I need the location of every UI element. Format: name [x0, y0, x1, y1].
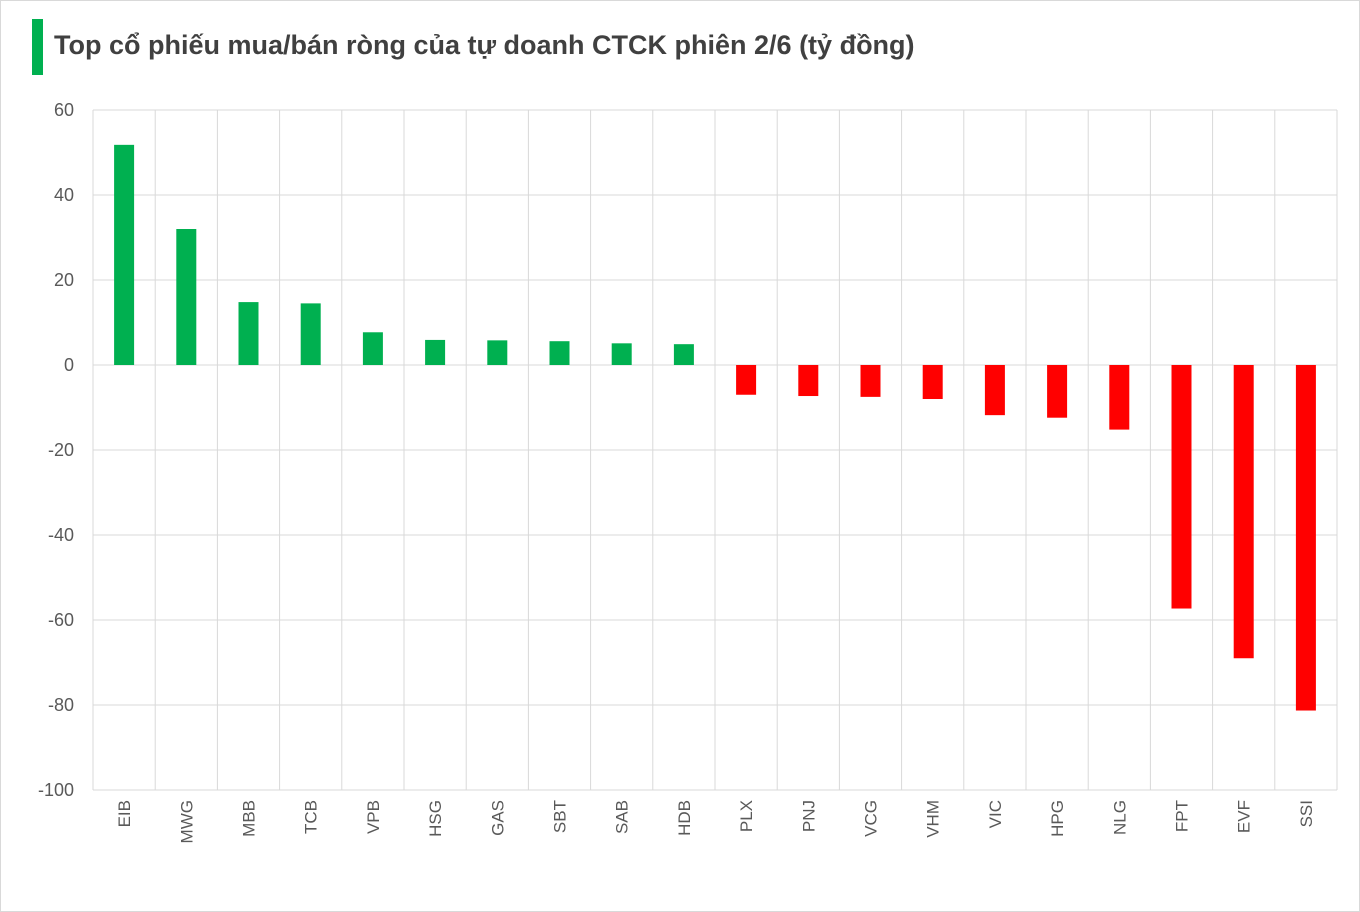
bar-eib — [114, 144, 135, 365]
x-tick-label: EIB — [115, 800, 134, 827]
x-tick-label: VHM — [924, 800, 943, 838]
bar-hdb — [673, 344, 694, 365]
bar-vpb — [362, 332, 383, 365]
x-tick-label: TCB — [302, 800, 321, 834]
bar-nlg — [1109, 365, 1130, 430]
bar-gas — [487, 340, 508, 365]
bar-pnj — [798, 365, 819, 397]
y-tick-label: -40 — [48, 525, 74, 545]
x-tick-label: PLX — [737, 800, 756, 832]
bar-fpt — [1171, 365, 1192, 609]
x-tick-label: HSG — [426, 800, 445, 837]
y-axis-ticks: 60 40 20 0 -20 -40 -60 -80 -100 — [38, 100, 74, 800]
x-tick-label: PNJ — [799, 800, 818, 832]
x-tick-label: SAB — [613, 800, 632, 834]
bar-evf — [1233, 365, 1254, 659]
title-accent-bar — [32, 19, 43, 75]
y-tick-label: -60 — [48, 610, 74, 630]
bars — [114, 144, 1316, 711]
bar-sbt — [549, 341, 570, 365]
bar-mwg — [176, 229, 197, 365]
bar-hpg — [1047, 365, 1068, 418]
bar-ssi — [1295, 365, 1316, 711]
y-tick-label: -20 — [48, 440, 74, 460]
x-tick-label: HPG — [1048, 800, 1067, 837]
x-tick-label: VCG — [862, 800, 881, 837]
y-tick-label: -80 — [48, 695, 74, 715]
x-axis-ticks: EIB MWG MBB TCB VPB HSG GAS SBT SAB HDB PLX PNJ VCG V… — [115, 800, 1316, 843]
x-tick-label: MWG — [177, 800, 196, 843]
bar-vic — [984, 365, 1005, 416]
y-tick-label: 40 — [54, 185, 74, 205]
bar-plx — [736, 365, 757, 395]
bar-mbb — [238, 302, 259, 365]
x-tick-label: SBT — [551, 800, 570, 833]
x-tick-label: VPB — [364, 800, 383, 834]
bar-vcg — [860, 365, 881, 397]
y-tick-label: 20 — [54, 270, 74, 290]
bar-hsg — [425, 339, 446, 365]
x-tick-label: NLG — [1110, 800, 1129, 835]
bar-tcb — [300, 303, 321, 365]
y-tick-label: 60 — [54, 100, 74, 120]
x-tick-label: FPT — [1173, 800, 1192, 832]
y-tick-label: 0 — [64, 355, 74, 375]
bar-sab — [611, 343, 632, 365]
y-tick-label: -100 — [38, 780, 74, 800]
x-tick-label: EVF — [1235, 800, 1254, 833]
x-tick-label: VIC — [986, 800, 1005, 828]
bar-vhm — [922, 365, 943, 399]
x-tick-label: SSI — [1297, 800, 1316, 827]
x-tick-label: HDB — [675, 800, 694, 836]
grid-lines — [92, 109, 1338, 791]
x-tick-label: MBB — [240, 800, 259, 837]
x-tick-label: GAS — [488, 800, 507, 836]
chart-title: Top cổ phiếu mua/bán ròng của tự doanh C… — [54, 30, 915, 60]
